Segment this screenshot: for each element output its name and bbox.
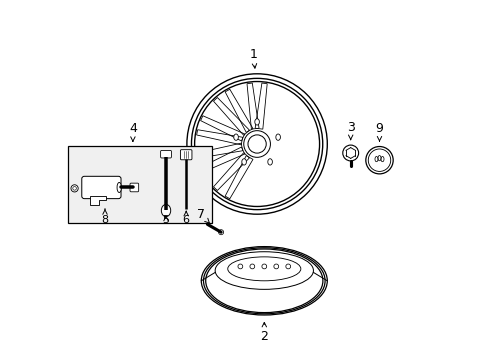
Circle shape [285, 264, 290, 269]
Text: 4: 4 [129, 122, 137, 141]
Text: 2: 2 [260, 323, 268, 343]
Circle shape [238, 264, 242, 269]
Ellipse shape [275, 134, 280, 140]
Circle shape [365, 147, 392, 174]
Ellipse shape [161, 204, 170, 217]
Circle shape [342, 145, 358, 161]
FancyBboxPatch shape [130, 183, 139, 192]
Circle shape [71, 185, 78, 192]
FancyBboxPatch shape [160, 150, 171, 158]
Ellipse shape [233, 134, 238, 140]
Ellipse shape [267, 159, 272, 165]
Text: 7: 7 [197, 208, 210, 224]
Text: 3: 3 [346, 121, 354, 140]
FancyBboxPatch shape [180, 150, 192, 160]
Text: 1: 1 [249, 48, 257, 68]
FancyBboxPatch shape [81, 176, 121, 199]
Ellipse shape [254, 119, 259, 125]
Circle shape [249, 264, 254, 269]
Circle shape [247, 135, 265, 153]
Text: 5: 5 [162, 215, 169, 225]
Text: 9: 9 [375, 122, 383, 141]
Circle shape [262, 264, 266, 269]
Ellipse shape [242, 159, 246, 165]
Polygon shape [89, 196, 106, 205]
Ellipse shape [117, 183, 121, 193]
Circle shape [273, 264, 278, 269]
Text: 6: 6 [183, 211, 189, 225]
Text: 8: 8 [101, 209, 108, 225]
Circle shape [218, 230, 223, 235]
Bar [68, 146, 212, 223]
